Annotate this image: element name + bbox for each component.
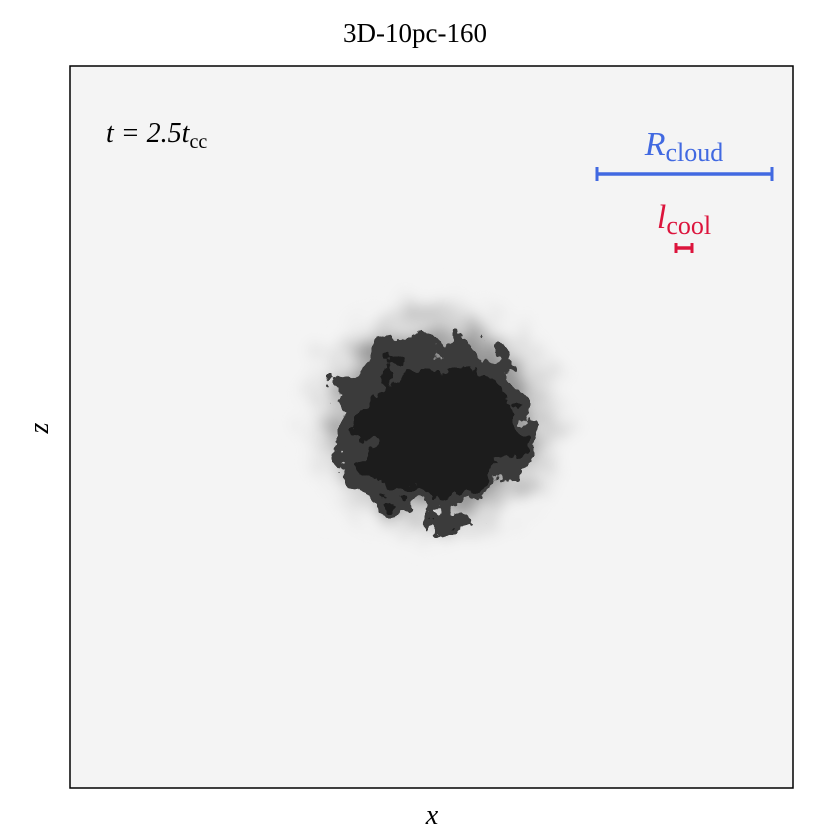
- plot-frame: [69, 65, 794, 789]
- scale-bar-label-base: R: [644, 126, 666, 163]
- scale-bars: Rcloud lcool: [595, 126, 774, 253]
- scale-bar-label: Rcloud: [644, 126, 724, 167]
- scale-bar-label-subscript: cool: [666, 211, 711, 240]
- cloud-image: [290, 285, 580, 555]
- time-label-base: t = 2.5t: [106, 118, 191, 149]
- cloud-core: [358, 365, 518, 505]
- scale-bar-label: lcool: [657, 199, 711, 240]
- title: 3D-10pc-160: [343, 18, 487, 48]
- x-axis-label: x: [425, 800, 439, 830]
- scale-bar-label-base: l: [657, 199, 666, 236]
- y-axis-label: z: [24, 422, 55, 434]
- scale-bar-label-subscript: cloud: [666, 138, 724, 167]
- time-label: t = 2.5tcc: [106, 118, 207, 153]
- time-label-subscript: cc: [189, 131, 207, 153]
